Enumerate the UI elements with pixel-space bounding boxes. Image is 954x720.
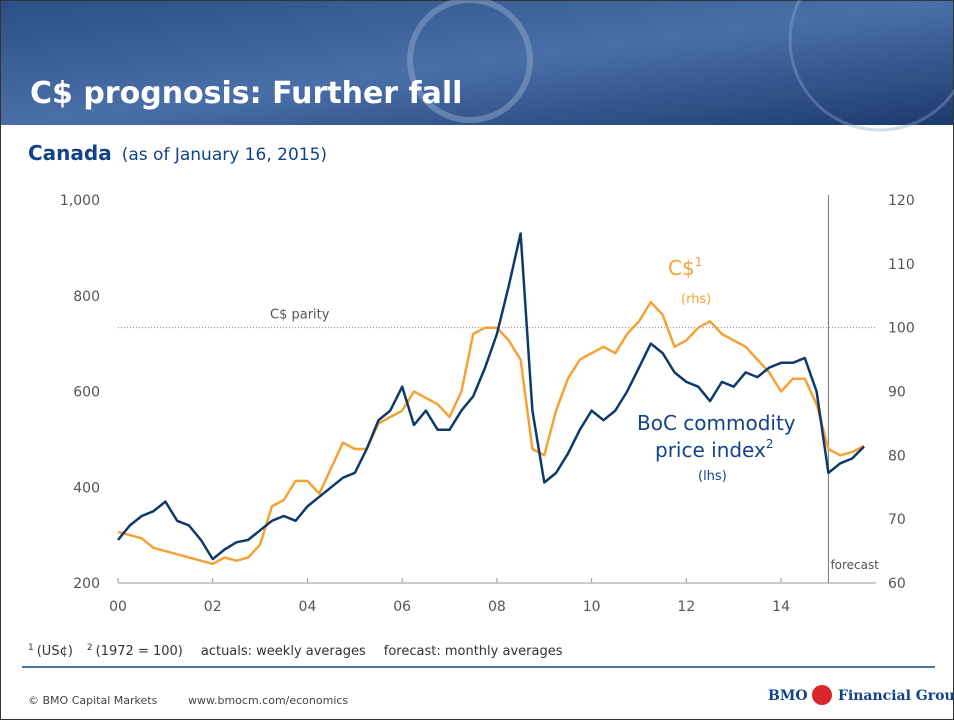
y2-tick-label: 100 (888, 321, 915, 337)
reference-label: C$ parity (270, 308, 330, 323)
series-sup: 2 (766, 437, 774, 451)
logo-group: Financial Group (838, 688, 954, 704)
x-tick-label: 12 (677, 599, 695, 615)
footnote-mark: 2 (87, 643, 93, 653)
y2-tick-label: 80 (888, 448, 906, 464)
copyright: © BMO Capital Markets (28, 694, 158, 707)
forecast-label: forecast (830, 558, 879, 572)
subtitle: Canada (28, 141, 112, 165)
footnote-mark: 1 (28, 643, 34, 653)
chart-subtitle: Canada (as of January 16, 2015) (28, 141, 327, 165)
footnote: actuals: weekly averages (201, 644, 366, 659)
series-label: C$1 (668, 255, 702, 280)
series-name: price index (655, 438, 766, 462)
y-tick-label: 200 (73, 576, 100, 592)
logo-roundel (812, 685, 832, 705)
footnote: forecast: monthly averages (384, 644, 563, 659)
y2-tick-label: 110 (888, 257, 915, 273)
x-tick-label: 08 (488, 599, 506, 615)
x-tick-label: 00 (109, 599, 127, 615)
slide-title: C$ prognosis: Further fall (30, 76, 462, 111)
series-label: price index2 (655, 437, 774, 462)
y-tick-label: 800 (73, 289, 100, 305)
footnote: (1972 = 100) (96, 644, 183, 659)
header-decoration (407, 0, 533, 123)
x-tick-label: 14 (772, 599, 790, 615)
header-decoration (788, 0, 954, 132)
footnote: (US¢) (37, 644, 73, 659)
series-axis-note: (rhs) (681, 292, 711, 307)
footer-url: www.bmocm.com/economics (188, 694, 348, 707)
subtitle-note: (as of January 16, 2015) (122, 145, 327, 165)
header-band (1, 1, 953, 125)
y-tick-label: 600 (73, 385, 100, 401)
y-tick-label: 1,000 (60, 193, 100, 209)
series-name: BoC commodity (637, 411, 796, 435)
series-line (117, 232, 865, 561)
footnotes: 1 (US¢) 2 (1972 = 100) actuals: weekly avera… (28, 643, 563, 659)
series-axis-note: (lhs) (698, 469, 727, 484)
y2-tick-label: 120 (888, 193, 915, 209)
series-sup: 1 (695, 255, 703, 269)
logo-bmo: BMO (768, 688, 808, 704)
y2-tick-label: 90 (888, 385, 906, 401)
series-label: BoC commodity (637, 411, 796, 435)
y-tick-label: 400 (73, 480, 100, 496)
x-tick-label: 10 (583, 599, 601, 615)
x-tick-label: 02 (204, 599, 222, 615)
series-name: C$ (668, 256, 695, 280)
series-line (117, 300, 865, 566)
x-tick-label: 06 (393, 599, 411, 615)
x-tick-label: 04 (299, 599, 317, 615)
y2-tick-label: 60 (888, 576, 906, 592)
y2-tick-label: 70 (888, 512, 906, 528)
